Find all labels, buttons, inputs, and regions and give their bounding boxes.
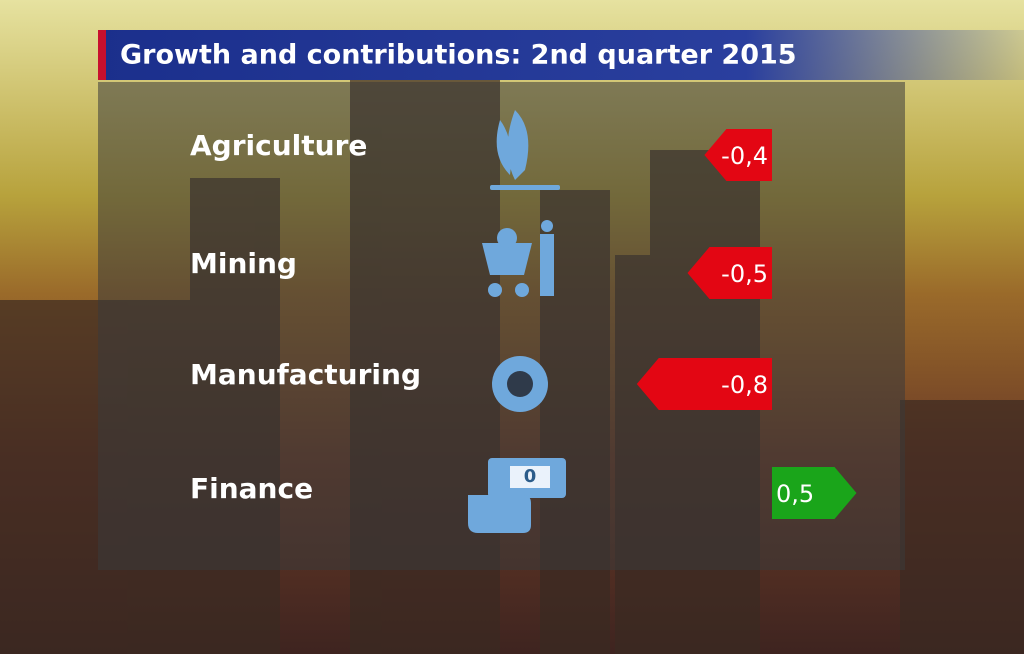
bar [636, 358, 772, 410]
icons [468, 110, 566, 533]
value-label: -0,8 [721, 371, 768, 399]
category-label: Finance [190, 472, 313, 505]
title-bar [98, 30, 1024, 80]
icon-digit: 0 [524, 466, 537, 487]
chart-title: Growth and contributions: 2nd quarter 20… [120, 40, 797, 71]
title-accent [98, 30, 106, 80]
category-label: Agriculture [190, 129, 367, 162]
category-label: Manufacturing [190, 358, 421, 391]
bar [772, 467, 857, 519]
category-label: Mining [190, 247, 297, 280]
bar [704, 129, 772, 181]
value-label: -0,5 [721, 260, 768, 288]
value-label: -0,4 [721, 142, 768, 170]
bar [687, 247, 772, 299]
value-label: 0,5 [776, 480, 814, 508]
